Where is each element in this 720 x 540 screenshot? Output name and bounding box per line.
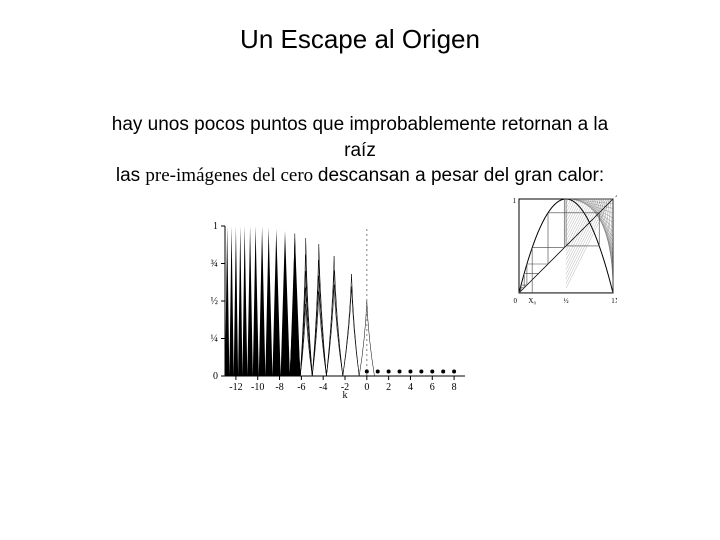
svg-text:-12: -12 [229, 382, 242, 393]
main-chart-svg: -12-10-8-6-4-2024680¼½¾1k [195, 220, 473, 400]
svg-text:Xₙ: Xₙ [615, 297, 617, 305]
body-line-2: raíz [344, 140, 376, 161]
body-line-3c: descansan a pesar del gran calor: [318, 165, 604, 186]
body-line-3b: pre-imágenes del cero [145, 165, 318, 186]
side-chart: 0X₀½11XₙXₙ₊₁ [505, 195, 617, 307]
body-text: hay unos pocos puntos que improbablement… [60, 112, 660, 189]
svg-text:¾: ¾ [211, 259, 219, 270]
slide-title: Un Escape al Origen [0, 24, 720, 55]
svg-text:1: 1 [513, 197, 517, 205]
svg-text:0: 0 [213, 371, 218, 382]
svg-text:½: ½ [563, 297, 568, 305]
svg-text:8: 8 [452, 382, 457, 393]
slide: Un Escape al Origen hay unos pocos punto… [0, 0, 720, 540]
svg-text:Xₙ₊₁: Xₙ₊₁ [615, 195, 617, 199]
svg-text:-10: -10 [251, 382, 264, 393]
svg-text:2: 2 [386, 382, 391, 393]
svg-text:0: 0 [364, 382, 369, 393]
svg-text:X₀: X₀ [528, 297, 536, 305]
side-chart-svg: 0X₀½11XₙXₙ₊₁ [505, 195, 617, 307]
main-chart: -12-10-8-6-4-2024680¼½¾1k [195, 220, 473, 400]
svg-text:½: ½ [211, 296, 219, 307]
svg-text:k: k [343, 390, 348, 400]
svg-text:4: 4 [408, 382, 413, 393]
svg-text:¼: ¼ [211, 334, 219, 345]
svg-text:6: 6 [430, 382, 435, 393]
body-line-3a: las [116, 165, 146, 186]
body-line-1: hay unos pocos puntos que improbablement… [112, 114, 608, 135]
svg-text:-6: -6 [297, 382, 305, 393]
svg-text:0: 0 [514, 297, 518, 305]
svg-text:1: 1 [213, 221, 218, 232]
svg-text:-4: -4 [319, 382, 327, 393]
svg-text:-8: -8 [275, 382, 283, 393]
